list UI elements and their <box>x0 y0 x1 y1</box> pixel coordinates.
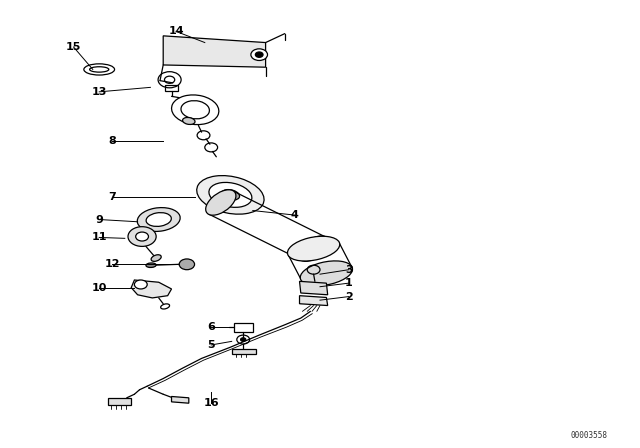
Polygon shape <box>172 396 189 403</box>
Text: 00003558: 00003558 <box>570 431 607 440</box>
Text: 12: 12 <box>104 259 120 269</box>
Text: 6: 6 <box>207 322 215 332</box>
Ellipse shape <box>146 213 172 226</box>
Polygon shape <box>300 296 328 306</box>
Text: 5: 5 <box>207 340 215 350</box>
Ellipse shape <box>298 236 329 261</box>
Text: 3: 3 <box>345 265 353 275</box>
Text: 16: 16 <box>204 398 219 408</box>
Text: 15: 15 <box>66 42 81 52</box>
Ellipse shape <box>221 190 239 200</box>
Ellipse shape <box>209 182 252 207</box>
Ellipse shape <box>196 176 264 214</box>
Circle shape <box>179 259 195 270</box>
Ellipse shape <box>205 190 236 215</box>
Polygon shape <box>232 349 256 354</box>
Text: 7: 7 <box>108 192 116 202</box>
Ellipse shape <box>300 261 353 286</box>
Text: 11: 11 <box>92 233 107 242</box>
Circle shape <box>134 280 147 289</box>
Circle shape <box>136 232 148 241</box>
Polygon shape <box>300 281 328 295</box>
Circle shape <box>255 52 263 57</box>
Text: 4: 4 <box>291 210 298 220</box>
Text: 13: 13 <box>92 87 107 97</box>
Circle shape <box>241 338 246 341</box>
Ellipse shape <box>137 207 180 232</box>
Text: 9: 9 <box>95 215 103 224</box>
Circle shape <box>128 227 156 246</box>
Text: 2: 2 <box>345 292 353 302</box>
Ellipse shape <box>287 236 340 261</box>
Polygon shape <box>131 280 172 298</box>
Text: 8: 8 <box>108 136 116 146</box>
Text: 1: 1 <box>345 278 353 288</box>
Circle shape <box>251 49 268 60</box>
Polygon shape <box>108 398 131 405</box>
Ellipse shape <box>182 117 195 125</box>
Ellipse shape <box>151 255 161 261</box>
Text: 10: 10 <box>92 283 107 293</box>
Ellipse shape <box>146 263 156 267</box>
Text: 14: 14 <box>168 26 184 36</box>
Polygon shape <box>163 36 266 67</box>
